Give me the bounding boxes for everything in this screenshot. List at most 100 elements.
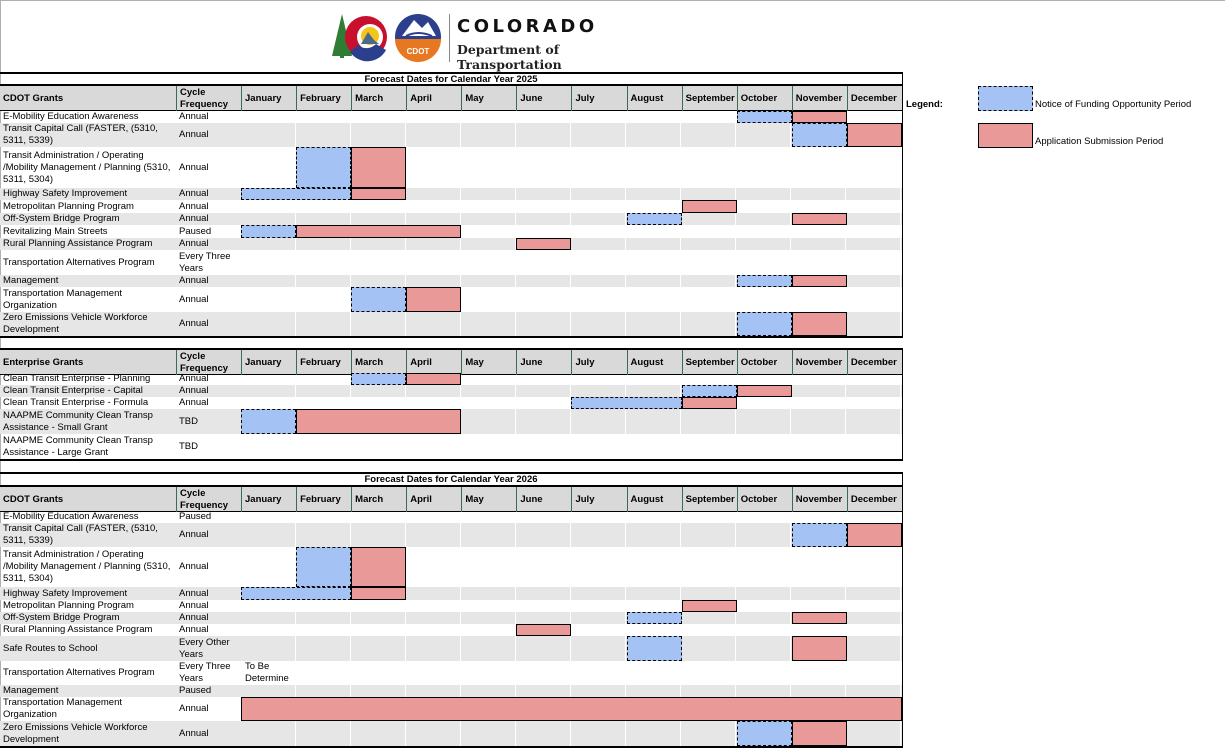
application-period-bar <box>296 225 462 238</box>
grant-name: Transit Administration / Operating /Mobi… <box>3 549 171 584</box>
legend-nofo-swatch <box>978 86 1033 111</box>
month-header-april: April <box>406 86 461 111</box>
cycle-frequency: Annual <box>179 238 209 249</box>
month-header-july: July <box>571 350 626 375</box>
svg-text:CDOT: CDOT <box>407 47 430 56</box>
logo-divider <box>449 14 450 62</box>
grant-name: Transit Capital Call (FASTER, (5310, 531… <box>3 523 158 546</box>
month-header-march: March <box>351 487 406 512</box>
application-period-bar <box>351 587 407 600</box>
application-period-bar <box>791 636 847 661</box>
month-header-march: March <box>351 350 406 375</box>
grant-name: Zero Emissions Vehicle Workforce Develop… <box>3 721 148 745</box>
application-period-bar <box>846 123 902 147</box>
grant-name: E-Mobility Education Awareness <box>3 111 139 122</box>
nofo-period-bar <box>791 123 847 147</box>
month-header-september: September <box>681 350 737 375</box>
brand-subtitle: Department of Transportation <box>457 42 562 72</box>
page-top-border <box>0 0 1225 1</box>
month-gridlines <box>241 587 902 600</box>
nofo-period-bar <box>681 385 737 397</box>
grant-column-header: CDOT Grants <box>3 494 64 505</box>
cycle-frequency: Annual <box>179 624 209 635</box>
table-header: Enterprise Grants Cycle Frequency January F… <box>0 348 903 375</box>
cycle-frequency: Annual <box>179 275 209 286</box>
month-header-december: December <box>846 350 902 375</box>
grant-row: Clean Transit Enterprise - Formula Annual <box>0 397 903 409</box>
grant-name: Management <box>3 275 59 286</box>
grant-name: Revitalizing Main Streets <box>3 225 108 237</box>
cycle-frequency-header: Cycle Frequency <box>176 86 241 111</box>
nofo-period-bar <box>241 409 297 434</box>
colorado-cdot-logo-icon: CDOT <box>332 14 441 62</box>
cycle-frequency: TBD <box>179 440 198 452</box>
cycle-frequency: Every Three Years <box>179 250 231 274</box>
month-header-january: January <box>241 487 296 512</box>
cycle-frequency: Every Other Years <box>179 636 230 660</box>
month-gridlines <box>241 612 902 624</box>
cycle-frequency: Annual <box>179 111 209 122</box>
grant-row: Highway Safety Improvement Annual <box>0 188 903 200</box>
grant-name: Rural Planning Assistance Program <box>3 238 153 249</box>
nofo-period-bar <box>296 147 352 188</box>
nofo-period-bar <box>736 721 792 746</box>
cycle-frequency: Paused <box>179 685 212 696</box>
grant-name: Metropolitan Planning Program <box>3 200 134 212</box>
cycle-frequency: Annual <box>179 727 209 739</box>
month-header-may: May <box>461 487 516 512</box>
nofo-period-bar <box>241 225 297 238</box>
nofo-period-bar <box>351 373 407 385</box>
nofo-period-bar <box>351 287 407 312</box>
month-header-november: November <box>791 487 847 512</box>
month-header-december: December <box>846 86 902 111</box>
application-period-bar <box>516 238 572 250</box>
cycle-frequency: Annual <box>179 561 209 572</box>
grant-column-header: CDOT Grants <box>3 93 64 104</box>
month-header-october: October <box>736 350 792 375</box>
grant-row: Revitalizing Main Streets Paused <box>0 225 903 238</box>
grant-name: E-Mobility Education Awareness <box>3 511 139 522</box>
cycle-frequency: TBD <box>179 415 198 427</box>
nofo-period-bar <box>571 397 682 409</box>
grant-row: Transportation Alternatives Program Every… <box>0 661 903 685</box>
nofo-period-bar <box>626 213 682 225</box>
month-header-july: July <box>571 86 626 111</box>
grant-row: Highway Safety Improvement Annual <box>0 587 903 600</box>
month-header-may: May <box>461 86 516 111</box>
grant-row: Transportation Management Organization An… <box>0 287 903 312</box>
cycle-frequency: Annual <box>179 373 209 384</box>
grant-row: E-Mobility Education Awareness Paused <box>0 511 903 523</box>
month-header-february: February <box>296 350 351 375</box>
grant-name: Highway Safety Improvement <box>3 587 128 599</box>
nofo-period-bar <box>736 275 792 287</box>
table-header: CDOT Grants Cycle Frequency January Februar… <box>0 485 903 512</box>
grant-row: Metropolitan Planning Program Annual <box>0 600 903 612</box>
nofo-period-bar <box>736 312 792 336</box>
cycle-frequency: Annual <box>179 318 209 329</box>
application-period-bar <box>791 612 847 624</box>
grant-name: NAAPME Community Clean Transp Assistance… <box>3 409 153 433</box>
grant-row: Rural Planning Assistance Program Annual <box>0 624 903 636</box>
cycle-frequency: Annual <box>179 385 209 396</box>
month-header-january: January <box>241 86 296 111</box>
nofo-period-bar <box>626 612 682 624</box>
grant-row: Metropolitan Planning Program Annual <box>0 200 903 213</box>
nofo-period-bar <box>736 111 792 123</box>
month-header-october: October <box>736 487 792 512</box>
application-period-bar <box>241 697 902 721</box>
application-period-bar <box>791 721 847 746</box>
application-period-bar <box>406 373 462 385</box>
grant-name: Highway Safety Improvement <box>3 188 128 199</box>
grant-name: Transportation Alternatives Program <box>3 667 155 678</box>
legend-nofo-label: Notice of Funding Opportunity Period <box>1035 99 1192 110</box>
section-title: Forecast Dates for Calendar Year 2025 <box>0 72 903 85</box>
grant-row: Transportation Management Organization An… <box>0 697 903 721</box>
cycle-frequency: Annual <box>179 612 209 623</box>
cycle-frequency: Annual <box>179 293 209 305</box>
grant-row: E-Mobility Education Awareness Annual <box>0 111 903 123</box>
month-header-december: December <box>846 487 902 512</box>
application-period-bar <box>791 111 847 123</box>
month-header-january: January <box>241 350 296 375</box>
month-gridlines <box>241 385 902 397</box>
section-title: Forecast Dates for Calendar Year 2026 <box>0 472 903 485</box>
